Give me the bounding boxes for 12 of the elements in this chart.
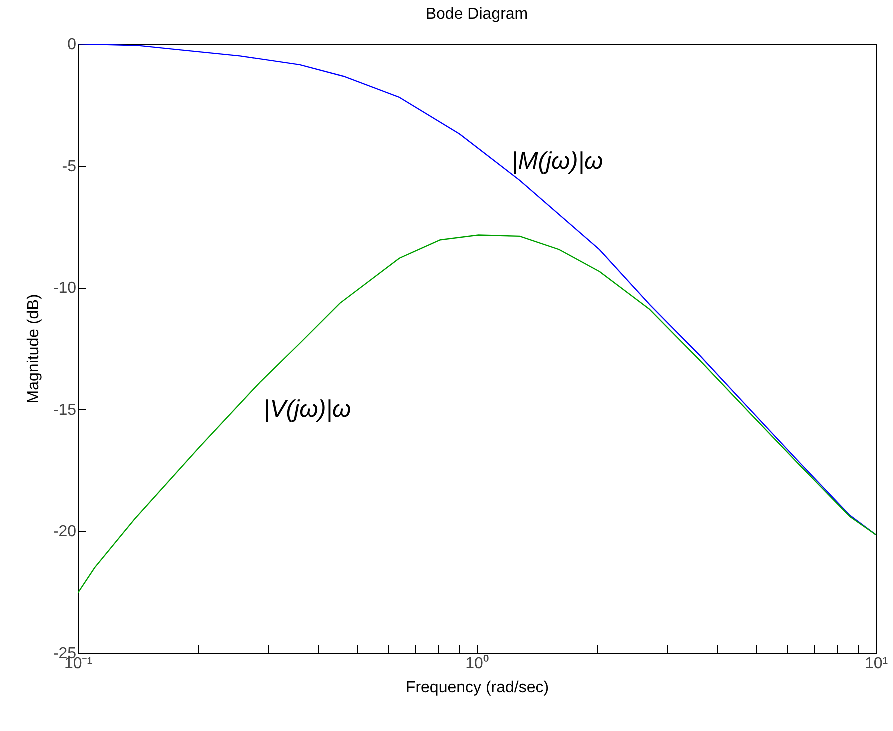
y-tick-label: -15 xyxy=(53,402,77,419)
y-tick-label: 0 xyxy=(68,36,77,54)
y-tick-label: -10 xyxy=(53,280,77,298)
x-tick-label: 10¹ xyxy=(864,656,888,672)
y-tick-label: -20 xyxy=(53,524,77,541)
x-axis-title: Frequency (rad/sec) xyxy=(406,680,550,696)
chart-title: Bode Diagram xyxy=(426,6,528,23)
annotation: |V(jω)|ω xyxy=(264,396,352,423)
y-axis-title: Magnitude (dB) xyxy=(25,294,42,404)
annotation: |M(jω)|ω xyxy=(512,148,604,175)
y-tick-label: -5 xyxy=(62,158,77,176)
x-tick-label: 10⁰ xyxy=(466,654,490,672)
